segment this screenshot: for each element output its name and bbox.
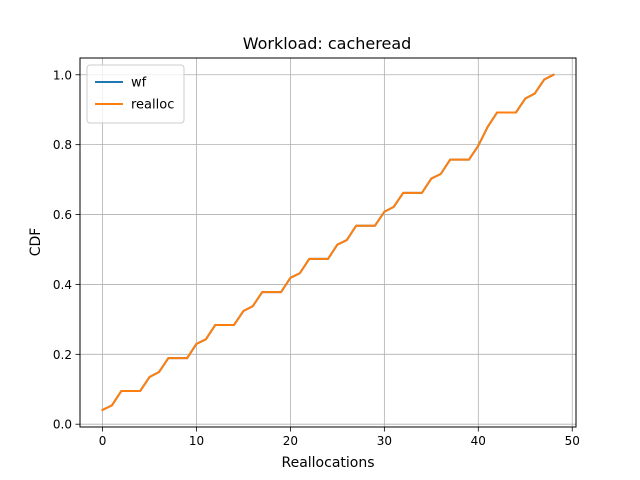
y-axis-label: CDF [28,228,44,257]
series-lines [101,73,555,412]
x-tick-label: 50 [565,434,580,448]
legend-label-wf: wf [131,76,147,91]
y-tick-label: 0.6 [53,208,72,222]
y-tick-label: 1.0 [53,68,72,82]
x-tick-label: 40 [471,434,486,448]
legend: wf realloc [86,64,185,124]
x-tick-label: 10 [189,434,204,448]
plot-frame [79,57,577,428]
legend-box [86,64,185,124]
chart-title: Workload: cacheread [243,34,412,53]
grid-lines [80,58,576,427]
y-axis-ticks: 0.0 0.2 0.4 0.6 0.8 1.0 [53,68,80,432]
x-axis-label: Reallocations [281,455,374,471]
y-tick-label: 0.0 [53,418,72,432]
x-tick-label: 20 [283,434,298,448]
x-tick-label: 0 [99,434,107,448]
series-line-realloc [101,73,555,412]
legend-label-realloc: realloc [131,98,174,113]
y-tick-label: 0.2 [53,348,72,362]
x-axis-ticks: 0 10 20 30 40 50 [99,427,580,448]
y-tick-label: 0.4 [53,278,72,292]
y-tick-label: 0.8 [53,138,72,152]
x-tick-label: 30 [377,434,392,448]
